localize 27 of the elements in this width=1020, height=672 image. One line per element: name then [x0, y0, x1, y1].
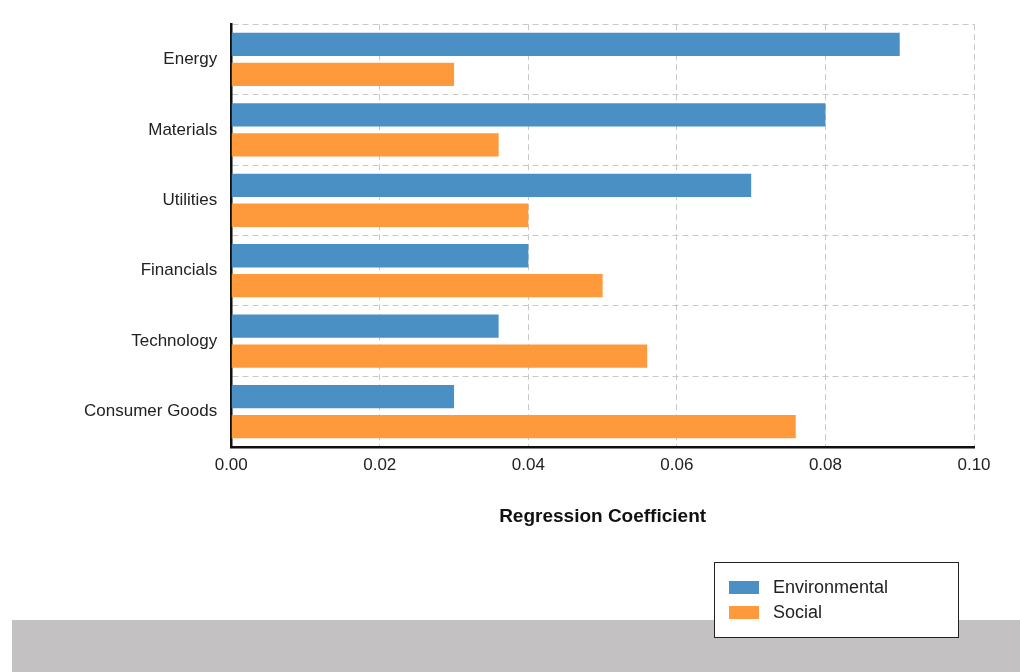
bar	[231, 274, 603, 298]
legend-label: Environmental	[773, 577, 889, 598]
bar	[231, 103, 826, 127]
bar	[231, 414, 796, 439]
bar	[231, 384, 455, 409]
y-tick-label: Utilities	[162, 189, 218, 209]
y-tick-label: Technology	[131, 330, 218, 350]
bar	[231, 32, 900, 57]
y-tick-label: Energy	[163, 49, 218, 69]
x-tick-label: 0.00	[214, 454, 248, 474]
bar	[231, 314, 499, 338]
x-tick-label: 0.02	[363, 454, 397, 474]
bar	[231, 203, 529, 227]
x-tick-label: 0.10	[957, 454, 991, 474]
y-tick-label: Financials	[140, 260, 218, 280]
legend-label: Social	[773, 602, 823, 623]
y-tick-label: Consumer Goods	[83, 401, 218, 421]
bar	[231, 173, 752, 197]
bar	[231, 344, 648, 368]
x-tick-label: 0.06	[660, 454, 694, 474]
bar	[231, 62, 455, 87]
bar	[231, 133, 499, 157]
bar	[231, 244, 529, 268]
x-tick-label: 0.08	[808, 454, 842, 474]
y-tick-label: Materials	[148, 119, 218, 139]
x-tick-label: 0.04	[511, 454, 545, 474]
x-axis-title: Regression Coefficient	[499, 504, 707, 526]
